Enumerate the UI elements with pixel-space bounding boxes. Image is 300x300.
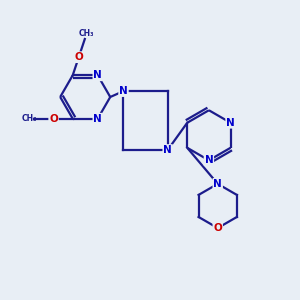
Text: CH₃: CH₃ bbox=[21, 114, 37, 123]
Text: O: O bbox=[74, 52, 83, 62]
Text: N: N bbox=[163, 145, 172, 155]
Text: N: N bbox=[119, 86, 128, 96]
Text: N: N bbox=[226, 118, 235, 128]
Text: O: O bbox=[49, 114, 58, 124]
Text: N: N bbox=[205, 155, 213, 165]
Text: O: O bbox=[213, 223, 222, 233]
Text: N: N bbox=[213, 179, 222, 189]
Text: N: N bbox=[93, 70, 102, 80]
Text: CH₃: CH₃ bbox=[79, 29, 94, 38]
Text: N: N bbox=[93, 114, 102, 124]
